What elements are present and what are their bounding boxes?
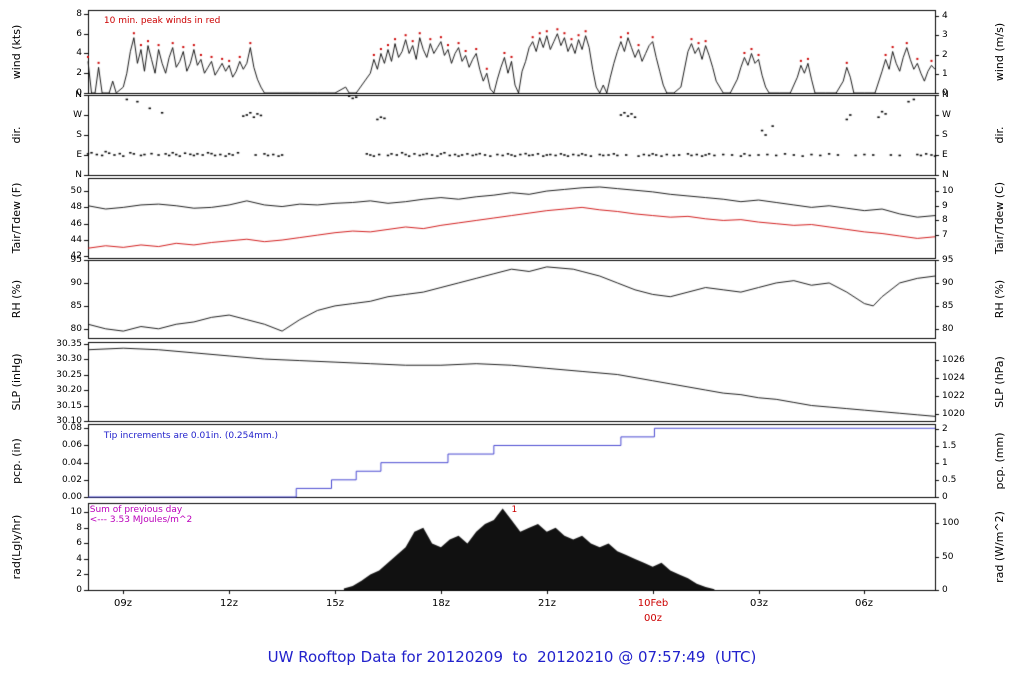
- y-tick-left-relative-humidity: 85: [70, 301, 82, 311]
- y-tick-left-sea-level-pressure: 30.20: [56, 385, 82, 395]
- axis-title-right-wind: wind (m/s): [993, 22, 1006, 81]
- axis-title-right-temperature: Tair/Tdew (C): [993, 181, 1006, 255]
- axis-title-left-temperature: Tair/Tdew (F): [10, 182, 23, 254]
- y-tick-right-temperature: 7: [942, 230, 948, 240]
- y-tick-right-dir: S: [942, 130, 948, 140]
- x-tick-21z: 21z: [538, 598, 556, 609]
- y-tick-left-sea-level-pressure: 30.35: [56, 339, 82, 349]
- y-tick-right-relative-humidity: 85: [942, 301, 954, 311]
- annotation-radiation-1: <--- 3.53 MJoules/m^2: [89, 515, 193, 526]
- axis-title-right-sea-level-pressure: SLP (hPa): [993, 355, 1006, 408]
- annotation-radiation-2: 1: [511, 505, 518, 515]
- x-tick-10Feb: 10Feb: [637, 598, 669, 609]
- y-tick-left-dir: N: [75, 170, 82, 180]
- y-tick-right-sea-level-pressure: 1026: [942, 355, 965, 365]
- y-tick-right-precipitation: 1: [942, 458, 948, 468]
- y-tick-left-dir: S: [76, 130, 82, 140]
- y-tick-left-temperature: 48: [70, 202, 82, 212]
- axis-title-right-dir: dir.: [993, 126, 1006, 144]
- y-tick-right-precipitation: 0: [942, 492, 948, 502]
- x-tick-00z: 00z: [644, 613, 662, 624]
- y-tick-left-precipitation: 0.06: [61, 440, 82, 450]
- y-tick-left-temperature: 46: [70, 219, 82, 229]
- y-tick-left-wind: 6: [76, 29, 82, 39]
- y-tick-left-relative-humidity: 95: [70, 255, 82, 265]
- annotation-wind-0: 10 min. peak winds in red: [103, 16, 221, 27]
- y-tick-left-radiation: 4: [76, 554, 82, 564]
- y-tick-left-radiation: 0: [76, 585, 82, 595]
- y-tick-left-dir: E: [76, 150, 82, 160]
- y-tick-right-temperature: 10: [942, 186, 954, 196]
- axis-title-left-relative-humidity: RH (%): [10, 279, 23, 319]
- y-tick-left-wind: 8: [76, 9, 82, 19]
- y-tick-left-relative-humidity: 80: [70, 324, 82, 334]
- y-tick-left-precipitation: 0.02: [61, 475, 82, 485]
- axis-title-right-radiation: rad (W/m^2): [993, 510, 1006, 583]
- x-tick-15z: 15z: [326, 598, 344, 609]
- y-tick-right-radiation: 0: [942, 585, 948, 595]
- y-tick-right-radiation: 100: [942, 518, 960, 528]
- annotation-radiation-0: Sum of previous day: [89, 505, 183, 515]
- y-tick-right-precipitation: 0.5: [942, 475, 957, 485]
- y-tick-right-temperature: 9: [942, 201, 948, 211]
- y-tick-left-wind: 4: [76, 48, 82, 58]
- annotation-precipitation-0: Tip increments are 0.01in. (0.254mm.): [103, 431, 279, 442]
- x-tick-06z: 06z: [855, 598, 873, 609]
- y-tick-right-dir: W: [942, 110, 951, 120]
- axis-title-left-wind: wind (kts): [10, 24, 23, 79]
- figure-title: UW Rooftop Data for 20120209 to 20120210…: [267, 648, 757, 666]
- y-tick-right-sea-level-pressure: 1020: [942, 409, 965, 419]
- y-tick-right-wind: 3: [942, 30, 948, 40]
- y-tick-right-temperature: 8: [942, 215, 948, 225]
- y-tick-left-radiation: 2: [76, 569, 82, 579]
- y-tick-left-precipitation: 0.04: [61, 458, 82, 468]
- y-tick-right-sea-level-pressure: 1022: [942, 391, 965, 401]
- y-tick-right-radiation: 50: [942, 552, 954, 562]
- y-tick-left-precipitation: 0.00: [61, 492, 82, 502]
- y-tick-left-dir: W: [73, 110, 82, 120]
- y-tick-left-sea-level-pressure: 30.25: [56, 370, 82, 380]
- y-tick-left-relative-humidity: 90: [70, 278, 82, 288]
- x-tick-18z: 18z: [432, 598, 450, 609]
- y-tick-right-dir: N: [942, 170, 949, 180]
- axis-title-left-dir: dir.: [10, 126, 23, 144]
- axis-title-left-precipitation: pcp. (in): [10, 437, 23, 484]
- y-tick-left-temperature: 50: [70, 186, 82, 196]
- y-tick-left-temperature: 42: [70, 251, 82, 261]
- y-tick-left-temperature: 44: [70, 235, 82, 245]
- y-tick-left-sea-level-pressure: 30.30: [56, 354, 82, 364]
- y-tick-right-sea-level-pressure: 1024: [942, 373, 965, 383]
- y-tick-left-radiation: 6: [76, 538, 82, 548]
- y-tick-right-wind: 2: [942, 50, 948, 60]
- y-tick-left-wind: 0: [76, 88, 82, 98]
- y-tick-right-relative-humidity: 95: [942, 255, 954, 265]
- axis-title-right-relative-humidity: RH (%): [993, 279, 1006, 319]
- y-tick-left-wind: 2: [76, 68, 82, 78]
- y-tick-left-precipitation: 0.08: [61, 423, 82, 433]
- y-tick-left-sea-level-pressure: 30.10: [56, 416, 82, 426]
- y-tick-right-precipitation: 2: [942, 424, 948, 434]
- y-tick-left-radiation: 8: [76, 523, 82, 533]
- axis-title-left-radiation: rad(Lgly/hr): [10, 514, 23, 579]
- y-tick-left-radiation: 10: [70, 507, 82, 517]
- y-tick-right-relative-humidity: 80: [942, 324, 954, 334]
- x-tick-12z: 12z: [220, 598, 238, 609]
- x-tick-03z: 03z: [750, 598, 768, 609]
- axis-title-left-sea-level-pressure: SLP (inHg): [10, 352, 23, 411]
- y-tick-right-precipitation: 1.5: [942, 441, 957, 451]
- x-tick-09z: 09z: [114, 598, 132, 609]
- y-tick-right-wind: 0: [942, 88, 948, 98]
- y-tick-left-sea-level-pressure: 30.15: [56, 401, 82, 411]
- y-tick-right-relative-humidity: 90: [942, 278, 954, 288]
- y-tick-right-dir: E: [942, 150, 948, 160]
- axis-title-right-precipitation: pcp. (mm): [993, 431, 1006, 490]
- y-tick-right-wind: 1: [942, 69, 948, 79]
- y-tick-left-dir: N: [75, 90, 82, 100]
- y-tick-right-wind: 4: [942, 11, 948, 21]
- y-tick-right-dir: N: [942, 90, 949, 100]
